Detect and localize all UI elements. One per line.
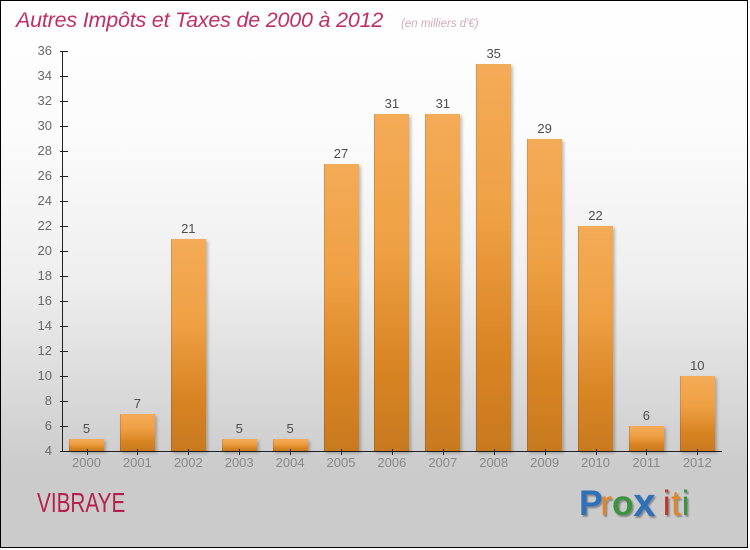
svg-text:t: t: [671, 484, 681, 523]
svg-text:o: o: [612, 484, 634, 523]
svg-text:i: i: [663, 484, 671, 523]
svg-text:x: x: [633, 482, 656, 525]
svg-text:P: P: [579, 484, 603, 523]
svg-text:i: i: [682, 484, 690, 523]
svg-text:r: r: [600, 484, 612, 523]
